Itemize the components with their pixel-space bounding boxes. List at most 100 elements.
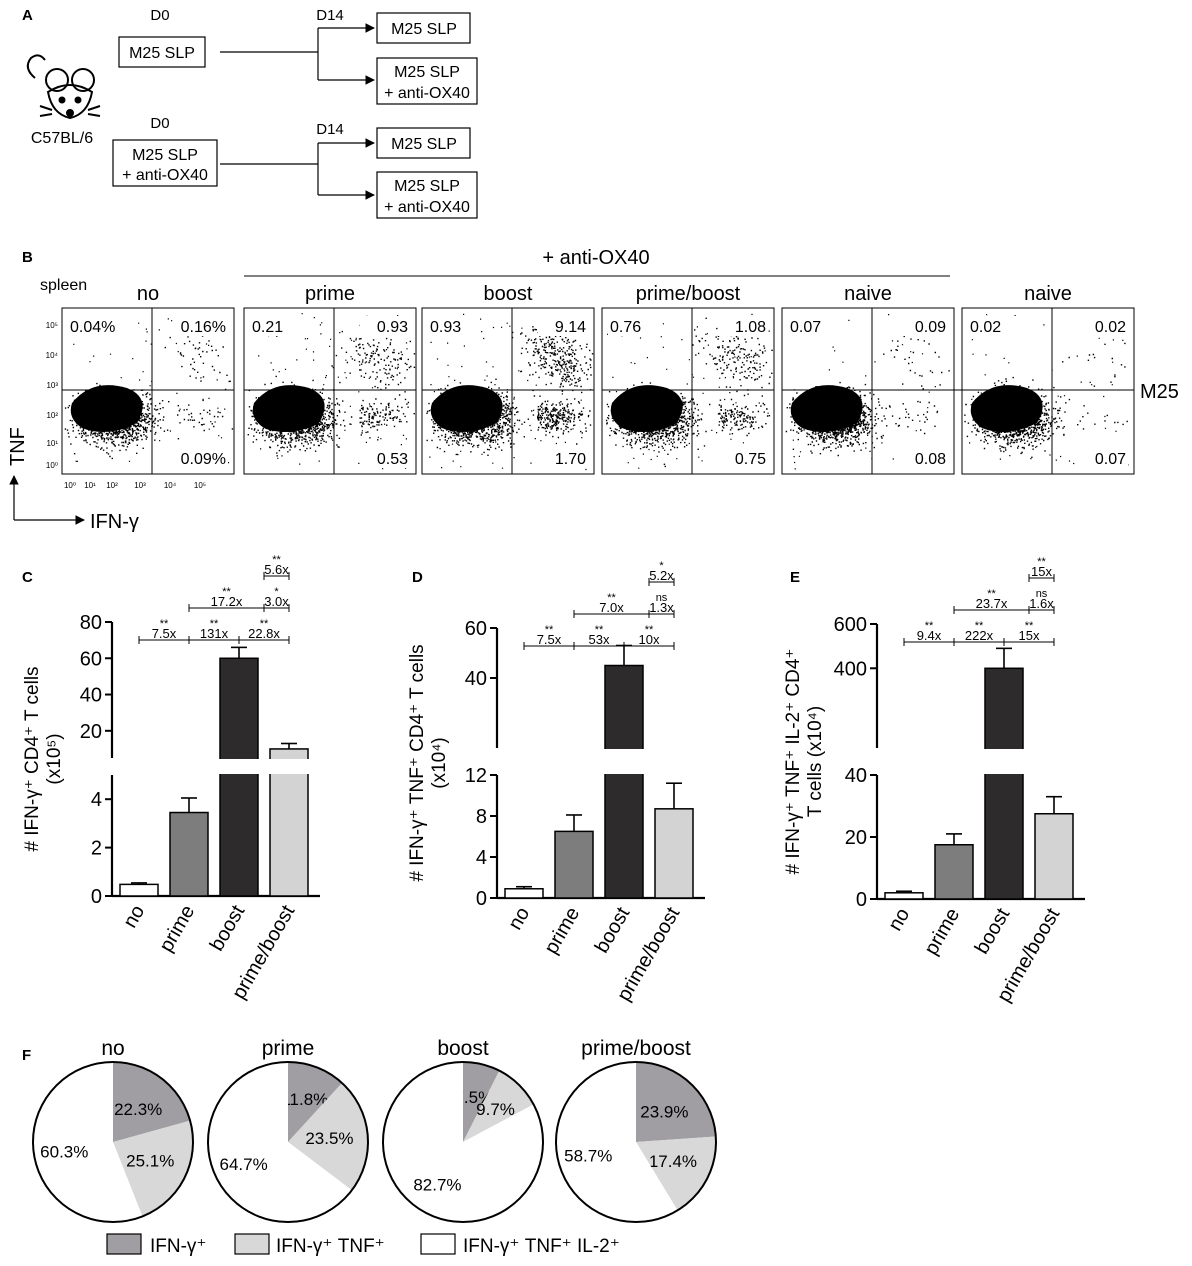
pie-row: no 22.3% 25.1% 60.3% prime 11.8% 23.5% 64.7% boo… <box>32 1037 717 1223</box>
pie-slice <box>636 1136 716 1211</box>
pie-slice <box>288 1062 343 1142</box>
boost-box-label: M25 SLP <box>394 178 460 195</box>
fold-change-label: 1.6x <box>1029 596 1054 611</box>
boost-box <box>376 57 478 105</box>
pie-title: boost <box>437 1037 489 1060</box>
x-tick-label: no <box>504 904 534 934</box>
pie-slice <box>113 1120 193 1217</box>
y-tick-label: 600 <box>834 614 867 636</box>
axis-break-gap <box>498 749 708 774</box>
facs-plot-title: naive <box>844 283 892 305</box>
pie-slice <box>463 1070 534 1142</box>
legend-label: IFN-γ⁺ <box>150 1236 206 1257</box>
y-tick-label: 8 <box>476 806 487 828</box>
fold-change-label: 17.2x <box>211 594 243 609</box>
quadrant-upper-right-value: 0.93 <box>377 319 408 336</box>
quadrant-upper-left-value: 0.76 <box>610 319 641 336</box>
facs-dense-population <box>70 385 143 432</box>
facs-plot-title: prime <box>305 283 355 305</box>
y-tick-label: 0 <box>91 886 102 908</box>
quadrant-upper-right-value: 9.14 <box>555 319 586 336</box>
quadrant-upper-right-value: 0.09 <box>915 319 946 336</box>
panel-b: B spleen + anti-OX40 no 0.04% 0.16% 0.09% pr… <box>7 247 1179 533</box>
panel-a: A C57BL/6 D0 M25 SLP D14 M <box>22 7 478 219</box>
x-tick-label: boost <box>971 904 1015 958</box>
y-tick-label: 20 <box>80 721 102 743</box>
facs-plot: prime 0.21 0.93 0.53 <box>243 283 417 475</box>
y-tick-label: 40 <box>845 765 867 787</box>
pie-slice-label: 64.7% <box>219 1155 267 1174</box>
pie-slice <box>383 1062 544 1222</box>
x-tick-label: prime <box>540 904 584 958</box>
pie-slice <box>32 1062 143 1222</box>
quadrant-upper-left-value: 0.21 <box>252 319 283 336</box>
mouse-strain-label: C57BL/6 <box>31 130 93 147</box>
facs-dense-population <box>430 385 503 432</box>
pie-slice-label: 58.7% <box>564 1146 612 1165</box>
svg-text:# IFN-γ⁺ TNF⁺ IL-2⁺ CD4⁺: # IFN-γ⁺ TNF⁺ IL-2⁺ CD4⁺ <box>783 649 804 875</box>
pie-title: prime <box>262 1037 315 1060</box>
mouse-icon <box>26 54 101 120</box>
pie-slice-label: 82.7% <box>413 1176 461 1195</box>
facs-plot: naive 0.07 0.09 0.08 <box>781 283 1134 475</box>
day0-label: D0 <box>150 115 169 132</box>
comparison-bracket: **22.8x <box>238 618 290 644</box>
prime-box-label: + anti-OX40 <box>122 167 208 184</box>
fold-change-label: 22.8x <box>248 626 280 641</box>
fold-change-label: 15x <box>1019 628 1040 643</box>
boost-box-label: M25 SLP <box>391 21 457 38</box>
legend-swatch <box>234 1233 270 1255</box>
panel-a-letter: A <box>22 7 33 24</box>
x-tick-label: 10³ <box>134 481 146 490</box>
comparison-bracket: **5.6x <box>263 554 290 580</box>
pie-no: no 22.3% 25.1% 60.3% <box>32 1037 194 1223</box>
y-tick-label: 10⁵ <box>46 321 58 330</box>
y-tick-label: 0 <box>856 889 867 911</box>
pie-title: no <box>101 1037 124 1060</box>
legend-swatch <box>106 1233 142 1255</box>
comparison-bracket: *3.0x <box>263 586 290 612</box>
prime-box-label: M25 SLP <box>129 45 195 62</box>
comparison-bracket: **131x <box>188 618 240 644</box>
comparison-bracket: **9.4x <box>903 620 955 646</box>
svg-text:(x10⁵): (x10⁵) <box>44 733 65 784</box>
facs-plot-row: no 0.04% 0.16% 0.09% prime 0.21 0.93 0.53 boost 0… <box>46 283 1135 490</box>
x-tick-label: boost <box>591 903 635 957</box>
legend-label: IFN-γ⁺ TNF⁺ <box>276 1236 385 1257</box>
significance-label: ** <box>222 586 231 598</box>
prime-box <box>112 139 218 187</box>
y-tick-label: 20 <box>845 827 867 849</box>
treatment-header: + anti-OX40 <box>542 247 649 269</box>
pie-slice <box>207 1062 352 1222</box>
fold-change-label: 53x <box>589 632 610 647</box>
fold-change-label: 1.3x <box>649 600 674 615</box>
day0-label: D0 <box>150 7 169 24</box>
pie-slice-label: 17.4% <box>649 1152 697 1171</box>
significance-label: ** <box>925 620 934 632</box>
regimen-group-2: D0 M25 SLP + anti-OX40 D14 M25 SLP M25 S… <box>112 115 478 219</box>
significance-label: ** <box>607 592 616 604</box>
boost-box-label: + anti-OX40 <box>384 85 470 102</box>
pie-slice <box>288 1082 368 1191</box>
y-tick-label: 10⁰ <box>46 461 58 470</box>
x-tick-label: boost <box>206 901 250 955</box>
y-tick-label: 10³ <box>46 381 58 390</box>
panel-c-letter: C <box>22 569 33 586</box>
quadrant-lower-right-value: 0.08 <box>915 451 946 468</box>
day14-label: D14 <box>316 7 344 24</box>
pie-slice <box>113 1062 191 1142</box>
y-tick-label: 12 <box>465 765 487 787</box>
comparison-bracket: **17.2x <box>188 586 265 612</box>
fold-change-label: 131x <box>200 626 229 641</box>
quadrant-upper-right-value: 1.08 <box>735 319 766 336</box>
facs-plot: naive 0.02 0.02 0.07 <box>961 283 1135 475</box>
panel-e-letter: E <box>790 569 800 586</box>
significance-label: ** <box>210 618 219 630</box>
y-tick-label: 60 <box>80 648 102 670</box>
fold-change-label: 7.5x <box>152 626 177 641</box>
peptide-label: M25 <box>1140 381 1179 403</box>
comparison-bracket: **15x <box>1003 620 1055 646</box>
y-tick-label: 10¹ <box>46 439 58 448</box>
